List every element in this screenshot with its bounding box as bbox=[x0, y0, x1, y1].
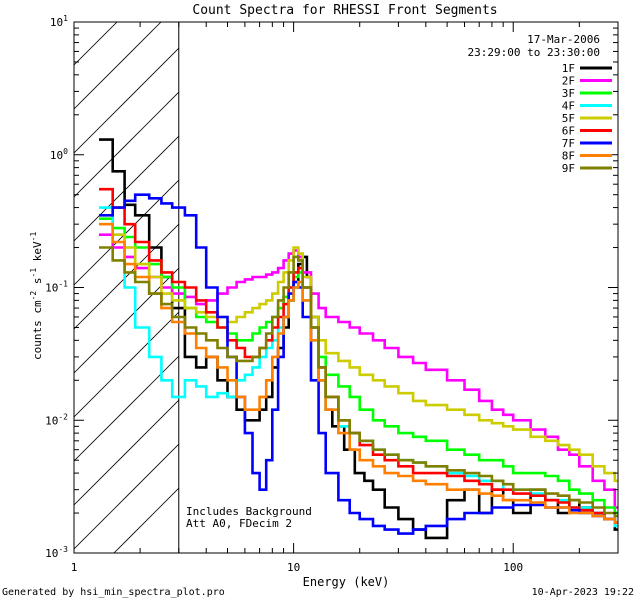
observation-date: 17-Mar-2006 bbox=[527, 33, 600, 46]
hatch-line bbox=[74, 311, 180, 418]
hatch-line bbox=[74, 223, 180, 330]
y-tick-label: 100 bbox=[50, 147, 68, 162]
hatch-line bbox=[74, 443, 180, 550]
y-tick-label: 10-3 bbox=[45, 545, 68, 560]
legend-label: 4F bbox=[562, 100, 575, 113]
annotation-attenuator: Att A0, FDecim 2 bbox=[186, 517, 292, 530]
hatch-line bbox=[74, 399, 180, 506]
y-tick-base: 10 bbox=[45, 282, 58, 295]
footer-timestamp: 10-Apr-2023 19:22 bbox=[532, 587, 634, 598]
x-axis-label: Energy (keV) bbox=[303, 575, 390, 589]
y-label-part: counts cm bbox=[31, 300, 44, 360]
series-layer bbox=[99, 138, 618, 540]
chart-title: Count Spectra for RHESSI Front Segments bbox=[192, 3, 497, 18]
y-axis-label: counts cm-2 s-1 keV-1 bbox=[29, 232, 44, 360]
annotation-background: Includes Background bbox=[186, 505, 312, 518]
hatch-line bbox=[74, 22, 162, 110]
footer-generator: Generated by hsi_min_spectra_plot.pro bbox=[2, 587, 225, 598]
y-label-part: s bbox=[31, 278, 44, 291]
y-tick-label: 101 bbox=[50, 14, 68, 29]
y-tick-exp: 1 bbox=[63, 14, 68, 23]
y-label-exp: -1 bbox=[29, 232, 38, 242]
series-line-7f bbox=[99, 193, 618, 535]
y-tick-exp: -1 bbox=[58, 280, 68, 289]
legend-label: 7F bbox=[562, 137, 575, 150]
y-tick-label: 10-2 bbox=[45, 412, 68, 427]
y-label-part: keV bbox=[31, 241, 44, 268]
hatch-line bbox=[74, 135, 180, 242]
legend-label: 2F bbox=[562, 75, 575, 88]
y-tick-base: 10 bbox=[50, 16, 63, 29]
y-tick-base: 10 bbox=[45, 414, 58, 427]
hatch-line bbox=[74, 91, 180, 198]
legend-label: 1F bbox=[562, 62, 575, 75]
y-tick-exp: -2 bbox=[58, 412, 68, 421]
legend-label: 6F bbox=[562, 125, 575, 138]
y-tick-exp: 0 bbox=[63, 147, 68, 156]
series-line-2f bbox=[99, 233, 618, 509]
y-tick-label: 10-1 bbox=[45, 280, 68, 295]
y-label-exp: -2 bbox=[29, 291, 38, 301]
legend-label: 8F bbox=[562, 150, 575, 163]
y-tick-base: 10 bbox=[45, 547, 58, 560]
time-range: 23:29:00 to 23:30:00 bbox=[468, 46, 600, 59]
hatch-line bbox=[113, 487, 180, 553]
legend-label: 9F bbox=[562, 162, 575, 175]
axis-ticks bbox=[73, 21, 619, 554]
x-tick-label: 100 bbox=[503, 561, 523, 574]
y-label-exp: -1 bbox=[29, 268, 38, 278]
hatch-line bbox=[74, 22, 118, 66]
y-tick-exp: -3 bbox=[58, 545, 68, 554]
series-line-5f bbox=[99, 222, 618, 483]
x-tick-label: 10 bbox=[287, 561, 300, 574]
hatch-line bbox=[74, 47, 180, 154]
y-tick-base: 10 bbox=[50, 149, 63, 162]
x-tick-label: 1 bbox=[71, 561, 78, 574]
legend-label: 3F bbox=[562, 87, 575, 100]
series-line-9f bbox=[99, 246, 618, 518]
legend-label: 5F bbox=[562, 112, 575, 125]
